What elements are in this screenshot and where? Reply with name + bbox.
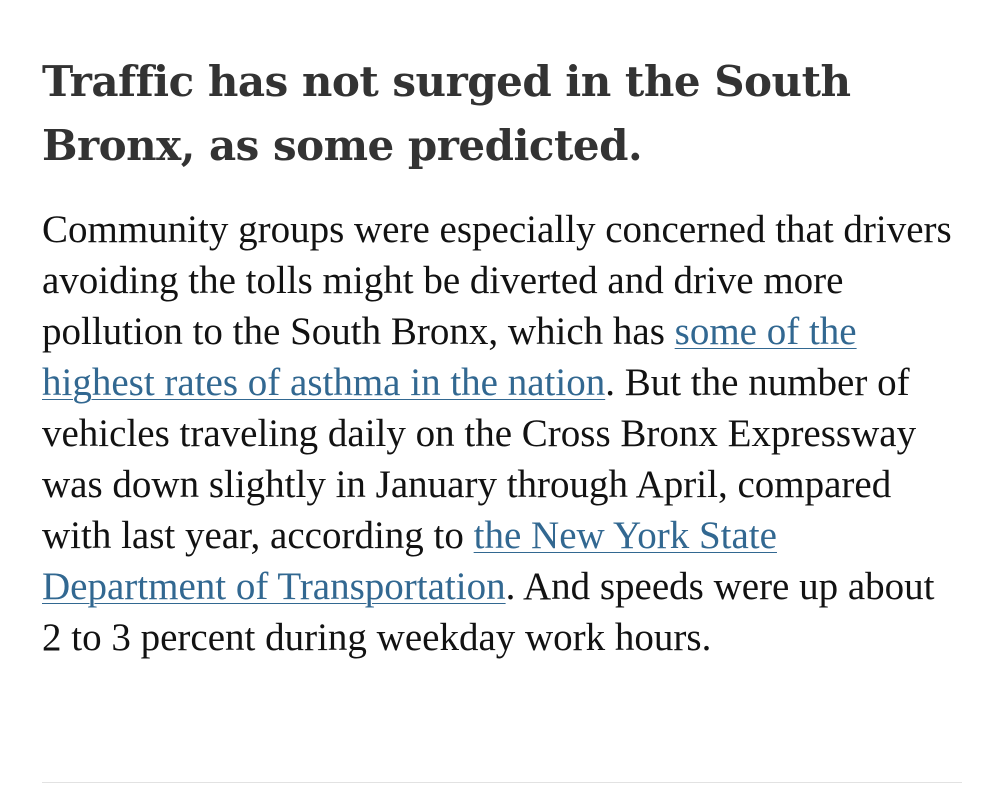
divider [42, 782, 962, 783]
nys-dot-link[interactable]: the New York State Department of Transpo… [42, 514, 777, 608]
section-headline: Traffic has not surged in the South Bron… [42, 57, 851, 170]
article-paragraph: Community groups were especially concern… [42, 204, 962, 663]
paragraph-text-2: . But the number of vehicles traveling d… [42, 361, 917, 557]
paragraph-text-1: Community groups were especially concern… [42, 208, 952, 353]
paragraph-text-3: . And speeds were up about 2 to 3 percen… [42, 565, 935, 659]
article: Traffic has not surged in the South Bron… [42, 50, 962, 663]
asthma-rates-link[interactable]: some of the highest rates of asthma in t… [42, 310, 857, 404]
